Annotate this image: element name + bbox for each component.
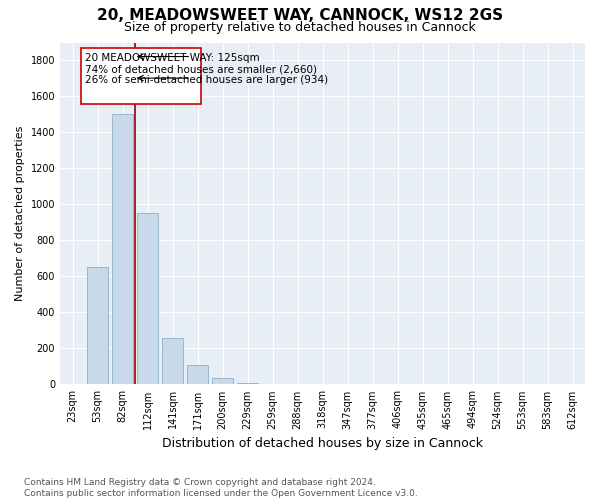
Text: Contains HM Land Registry data © Crown copyright and database right 2024.
Contai: Contains HM Land Registry data © Crown c… [24, 478, 418, 498]
Bar [87, 268, 108, 384]
Text: 20, MEADOWSWEET WAY, CANNOCK, WS12 2GS: 20, MEADOWSWEET WAY, CANNOCK, WS12 2GS [97, 8, 503, 22]
Text: 74% of detached houses are smaller (2,660): 74% of detached houses are smaller (2,66… [85, 64, 317, 74]
Bar [162, 338, 183, 384]
Bar [237, 382, 258, 384]
X-axis label: Distribution of detached houses by size in Cannock: Distribution of detached houses by size … [162, 437, 483, 450]
Bar [112, 114, 133, 384]
Text: 20 MEADOWSWEET WAY: 125sqm: 20 MEADOWSWEET WAY: 125sqm [85, 54, 260, 64]
Bar [187, 364, 208, 384]
Bar [137, 214, 158, 384]
Text: Size of property relative to detached houses in Cannock: Size of property relative to detached ho… [124, 21, 476, 34]
FancyBboxPatch shape [81, 48, 201, 104]
Y-axis label: Number of detached properties: Number of detached properties [15, 126, 25, 301]
Bar [212, 378, 233, 384]
Text: 26% of semi-detached houses are larger (934): 26% of semi-detached houses are larger (… [85, 75, 328, 85]
